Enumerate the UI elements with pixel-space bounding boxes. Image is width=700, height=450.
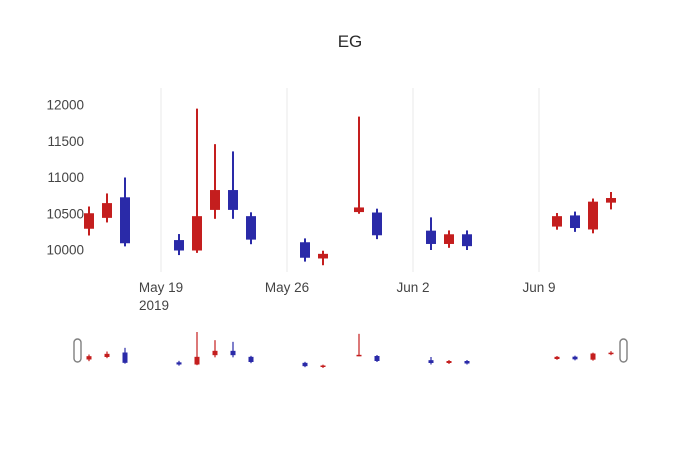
candle-body-up: [174, 240, 184, 251]
mini-candle-body: [590, 353, 596, 360]
range-slider-left-handle[interactable]: [73, 338, 82, 363]
y-tick-label: 12000: [46, 98, 84, 113]
candle-body-up: [426, 230, 436, 244]
mini-candle-body: [464, 361, 470, 364]
candle-body-up: [462, 234, 472, 247]
mini-candle-body: [554, 356, 560, 359]
chart-title: EG: [337, 32, 363, 51]
candle-body-down: [318, 253, 328, 259]
mini-candle-body: [374, 356, 380, 361]
candle-body-down: [588, 201, 598, 230]
y-tick-label: 10500: [46, 206, 84, 221]
candle-body-up: [372, 212, 382, 236]
mini-candle-body: [356, 354, 362, 357]
mini-candle-body: [248, 356, 254, 362]
candle-body-down: [606, 198, 616, 203]
candle-body-up: [120, 197, 130, 244]
x-tick-label: May 19: [139, 280, 183, 295]
candle-body-down: [210, 190, 220, 210]
y-tick-label: 11500: [47, 134, 84, 149]
mini-candle-body: [122, 352, 128, 363]
range-slider-right-handle[interactable]: [619, 338, 628, 363]
mini-candle-body: [176, 362, 182, 365]
mini-candle-body: [86, 356, 92, 360]
candle-body-down: [84, 213, 94, 229]
mini-candle-body: [428, 360, 434, 363]
mini-candle-body: [302, 362, 308, 367]
candle-body-up: [246, 216, 256, 240]
y-tick-label: 10000: [46, 243, 84, 258]
mini-candle-body: [212, 350, 218, 356]
candle-body-down: [444, 234, 454, 244]
mini-candle-body: [572, 356, 578, 360]
candle-body-down: [102, 203, 112, 218]
candle-body-down: [354, 207, 364, 213]
candle-body-down: [552, 216, 562, 227]
x-tick-label: May 26: [265, 280, 309, 295]
mini-candle-body: [446, 361, 452, 363]
mini-candle-body: [230, 350, 236, 356]
mini-candle-body: [608, 352, 614, 355]
mini-candle-body: [104, 353, 110, 357]
x-tick-label: Jun 9: [522, 280, 555, 295]
candle-body-up: [300, 242, 310, 258]
mini-candle-body: [194, 356, 200, 365]
candle-body-up: [228, 190, 238, 210]
x-tick-label: Jun 2: [396, 280, 429, 295]
x-tick-year-label: 2019: [139, 298, 169, 313]
candle-body-down: [192, 216, 202, 251]
y-tick-label: 11000: [47, 170, 84, 185]
mini-candle-body: [320, 365, 326, 367]
candle-body-up: [570, 215, 580, 229]
